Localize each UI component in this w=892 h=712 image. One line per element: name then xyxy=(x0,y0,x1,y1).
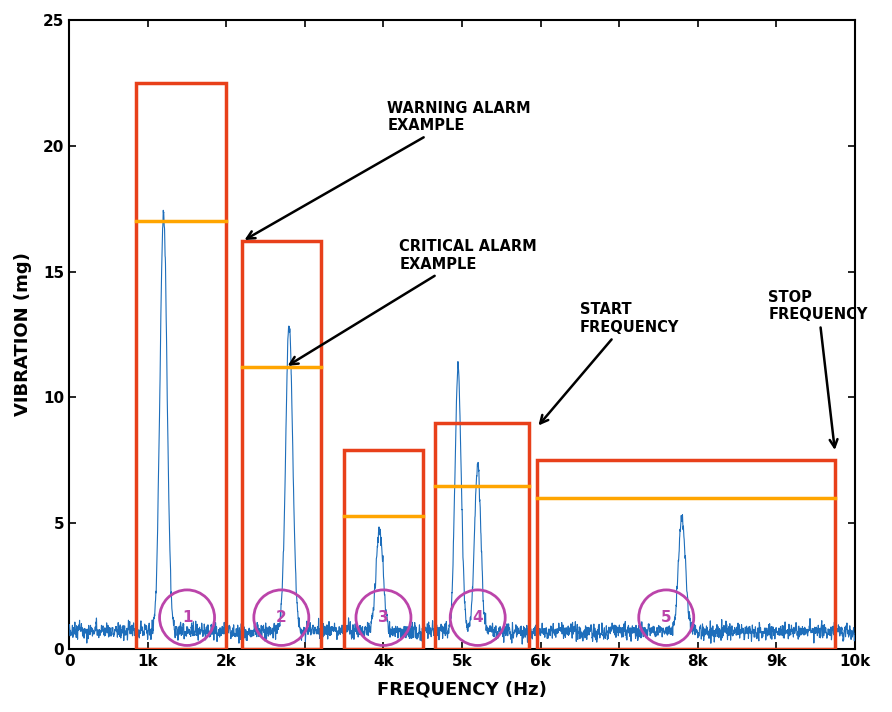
Text: 2: 2 xyxy=(276,610,286,625)
Bar xyxy=(136,83,227,649)
Bar xyxy=(537,461,835,649)
Text: START
FREQUENCY: START FREQUENCY xyxy=(541,302,679,424)
Text: 5: 5 xyxy=(661,610,672,625)
Y-axis label: VIBRATION (mg): VIBRATION (mg) xyxy=(14,253,32,417)
Text: CRITICAL ALARM
EXAMPLE: CRITICAL ALARM EXAMPLE xyxy=(290,239,537,365)
Bar xyxy=(434,423,529,649)
Text: 3: 3 xyxy=(378,610,389,625)
Text: STOP
FREQUENCY: STOP FREQUENCY xyxy=(768,290,868,447)
Text: WARNING ALARM
EXAMPLE: WARNING ALARM EXAMPLE xyxy=(247,101,531,239)
Text: 1: 1 xyxy=(182,610,193,625)
Bar xyxy=(242,241,320,649)
Bar xyxy=(344,450,423,649)
X-axis label: FREQUENCY (Hz): FREQUENCY (Hz) xyxy=(377,680,547,698)
Text: 4: 4 xyxy=(473,610,483,625)
